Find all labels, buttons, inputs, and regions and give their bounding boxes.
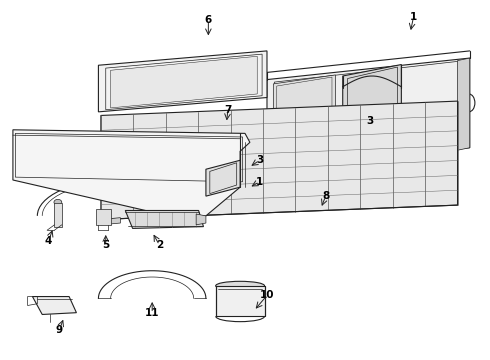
Circle shape <box>54 199 62 205</box>
Text: 11: 11 <box>145 309 159 318</box>
Text: 6: 6 <box>205 15 212 26</box>
Text: 5: 5 <box>102 240 109 250</box>
Polygon shape <box>101 101 458 220</box>
Text: 2: 2 <box>156 240 163 250</box>
Polygon shape <box>96 209 111 225</box>
Polygon shape <box>111 56 257 108</box>
Text: 10: 10 <box>260 291 274 301</box>
Bar <box>30 148 59 162</box>
Circle shape <box>98 214 108 221</box>
Polygon shape <box>267 58 470 169</box>
Text: 7: 7 <box>224 105 232 115</box>
Polygon shape <box>98 51 267 112</box>
Polygon shape <box>101 218 121 225</box>
Polygon shape <box>196 214 206 225</box>
Text: 3: 3 <box>256 155 263 165</box>
Text: 3: 3 <box>366 116 373 126</box>
Text: 8: 8 <box>322 191 329 201</box>
Text: 9: 9 <box>56 325 63 335</box>
Ellipse shape <box>216 281 265 290</box>
Polygon shape <box>32 297 76 315</box>
Polygon shape <box>273 75 335 134</box>
Text: 4: 4 <box>45 236 52 246</box>
Polygon shape <box>206 160 240 196</box>
Text: 1: 1 <box>256 177 263 187</box>
Polygon shape <box>125 211 203 228</box>
Polygon shape <box>458 58 470 150</box>
Text: 1: 1 <box>410 12 417 22</box>
Polygon shape <box>13 130 250 218</box>
Polygon shape <box>54 203 62 226</box>
Polygon shape <box>343 64 401 131</box>
Polygon shape <box>216 286 265 316</box>
